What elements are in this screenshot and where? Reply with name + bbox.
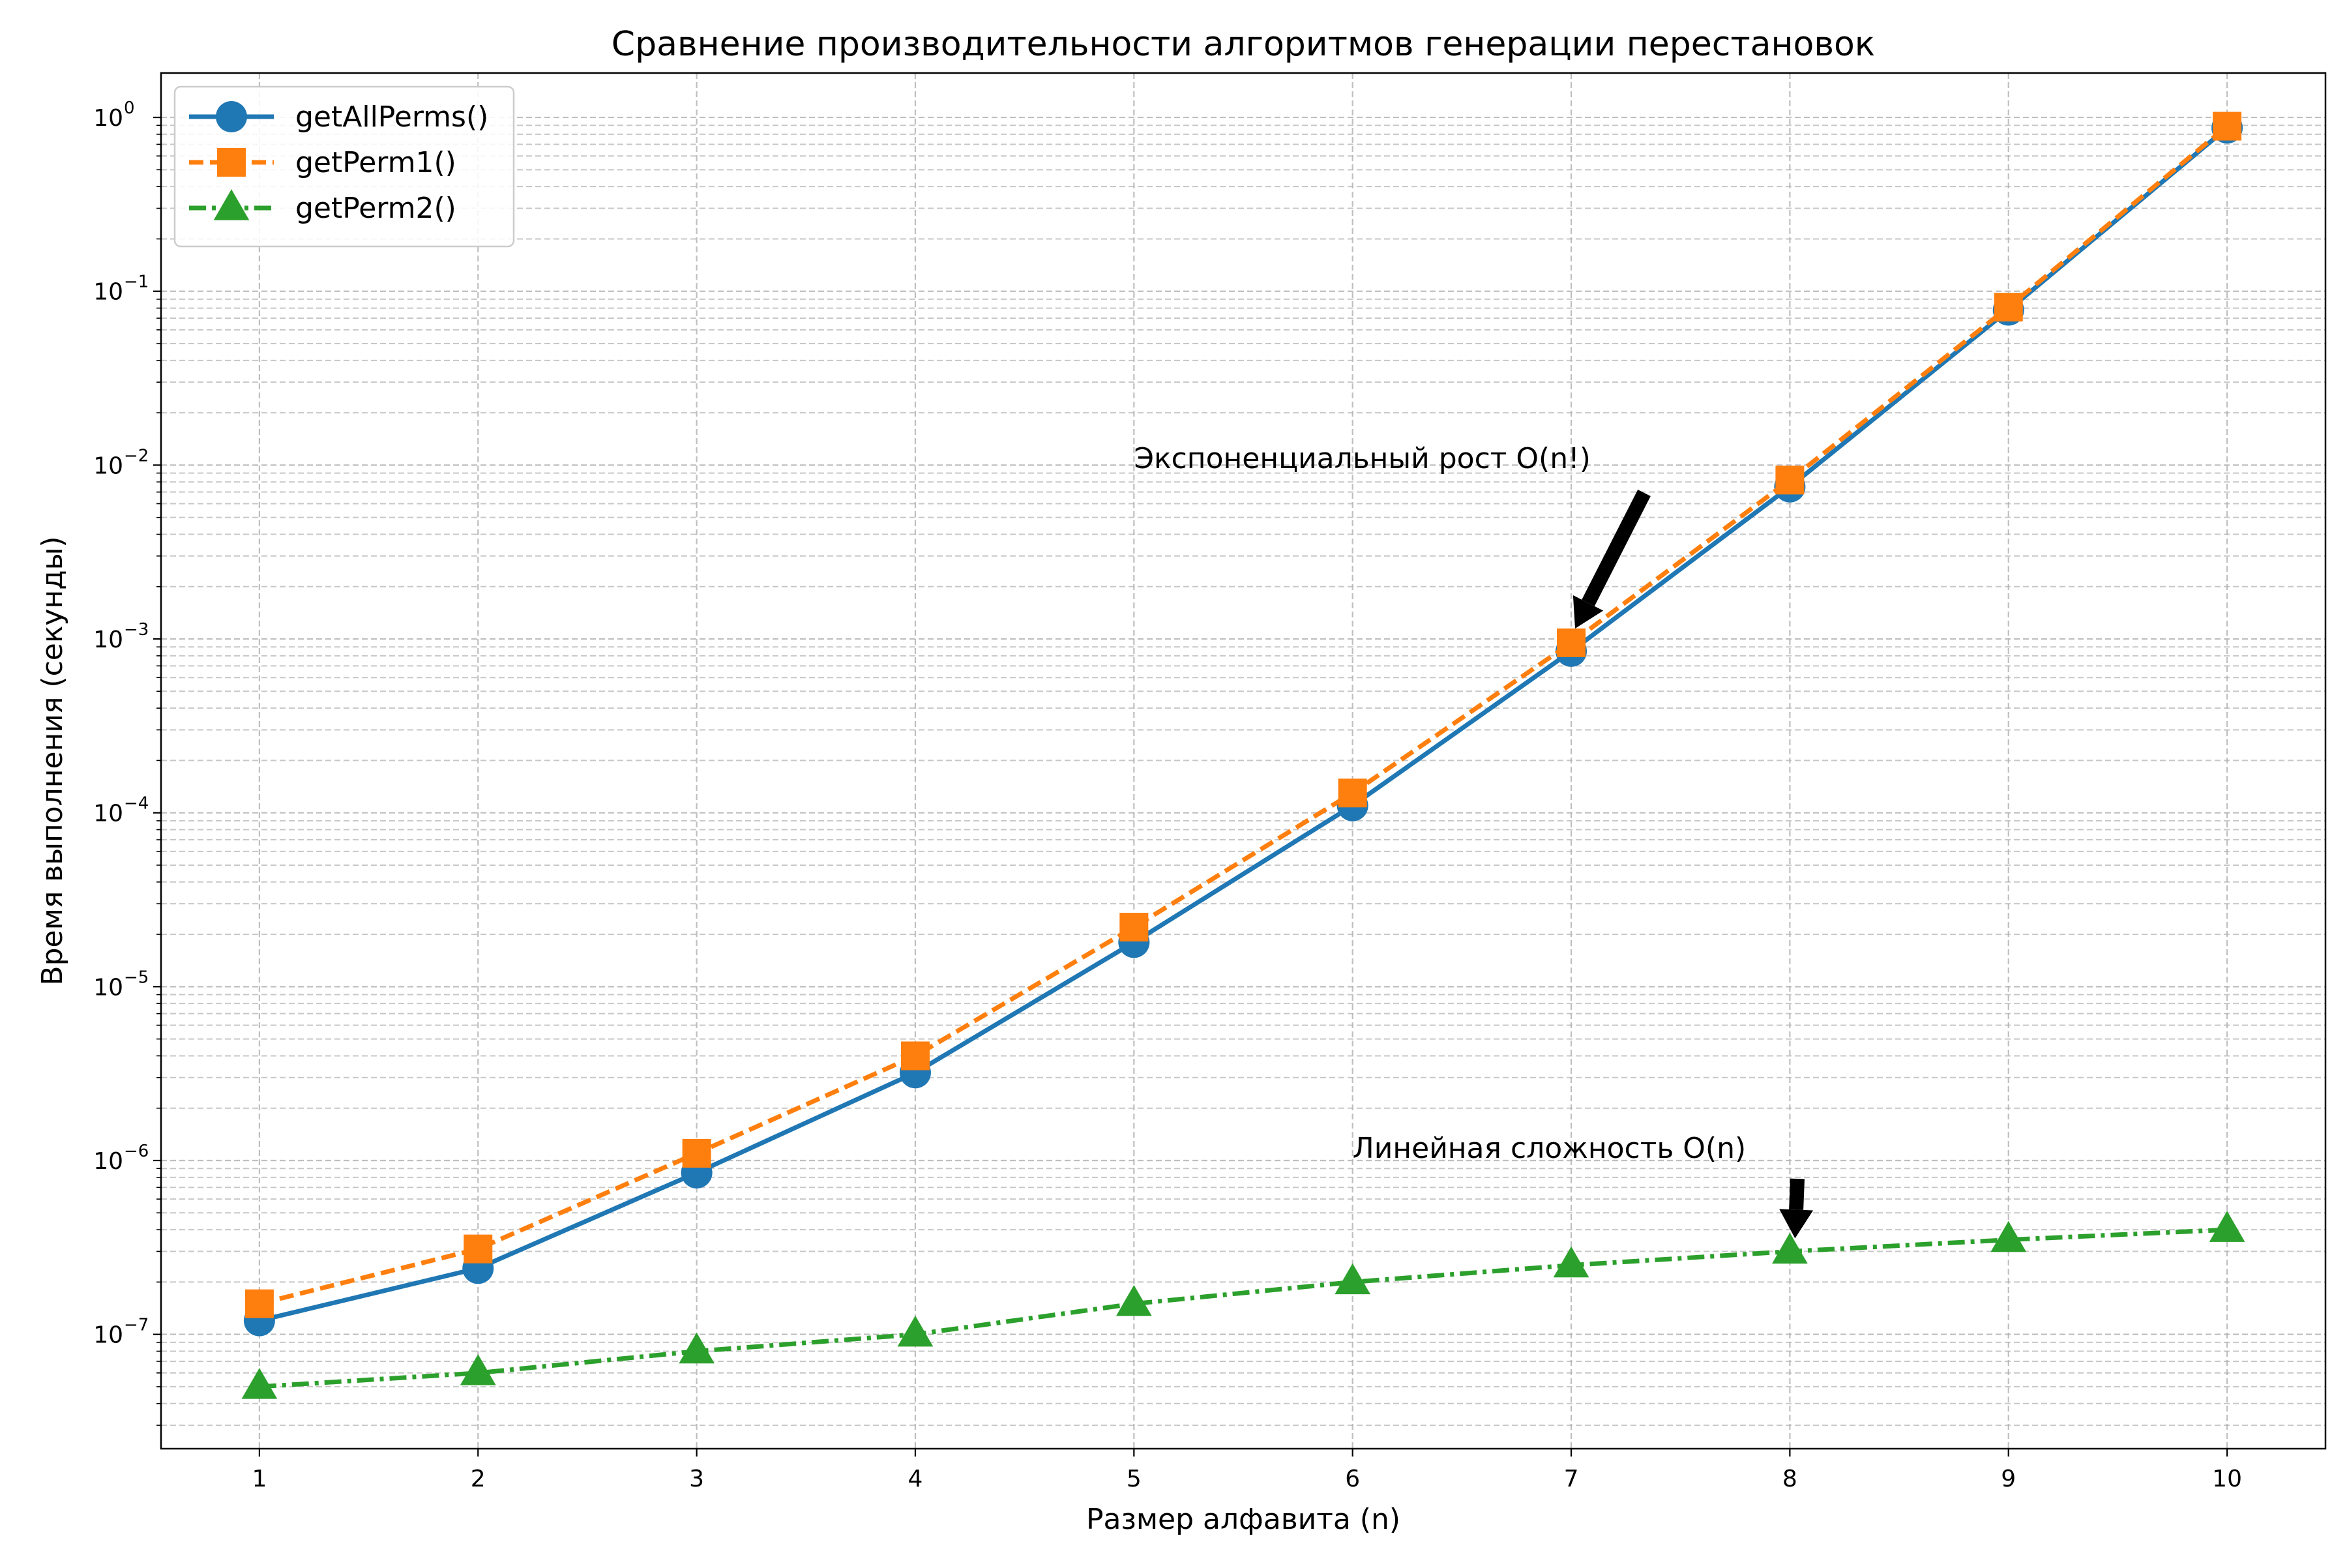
- annotation-exponential: Экспоненциальный рост O(n!): [1134, 442, 1591, 475]
- data-point-square: [1338, 778, 1367, 808]
- x-tick-label: 3: [689, 1466, 704, 1492]
- chart-title: Сравнение производительности алгоритмов …: [612, 25, 1875, 64]
- data-point-square: [464, 1234, 493, 1264]
- x-tick-label: 6: [1345, 1466, 1360, 1492]
- data-point-square: [2213, 111, 2242, 141]
- data-point-triangle: [213, 189, 250, 220]
- data-point-triangle: [1553, 1246, 1589, 1278]
- y-tick-exponent: −7: [124, 1316, 149, 1335]
- arrow-shaft: [1582, 490, 1651, 606]
- y-tick-base: 10: [93, 279, 123, 306]
- annotation-arrow-exponential: [1572, 490, 1651, 629]
- series-line: [259, 126, 2229, 1323]
- data-point-triangle: [897, 1315, 934, 1347]
- series-triangle: [241, 1211, 2245, 1399]
- legend-label: getAllPerms(): [295, 100, 488, 134]
- legend-item: getAllPerms(): [189, 100, 488, 134]
- data-point-square: [1119, 913, 1149, 942]
- y-tick-label: 10 0: [93, 98, 134, 132]
- y-tick-exponent: −3: [124, 620, 149, 640]
- y-tick-base: 10: [93, 1148, 123, 1175]
- data-point-triangle: [2209, 1211, 2245, 1242]
- y-tick-exponent: −2: [124, 446, 149, 466]
- legend-item: getPerm2(): [189, 189, 456, 225]
- data-point-square: [900, 1041, 930, 1071]
- data-point-triangle: [679, 1332, 715, 1364]
- y-tick-exponent: −5: [124, 968, 149, 987]
- x-tick-label: 4: [908, 1466, 923, 1492]
- x-tick-label: 1: [252, 1466, 267, 1492]
- y-tick-base: 10: [93, 801, 123, 827]
- series-line: [259, 124, 2229, 1307]
- data-point-triangle: [1990, 1220, 2027, 1252]
- x-tick-label: 9: [2001, 1466, 2016, 1492]
- data-point-triangle: [1335, 1263, 1371, 1295]
- y-tick-label: 10 −7: [93, 1316, 149, 1349]
- y-tick-label: 10 −5: [93, 968, 149, 1001]
- arrow-shaft: [1789, 1178, 1805, 1210]
- legend-label: getPerm2(): [295, 192, 456, 225]
- arrow-head: [1779, 1209, 1814, 1239]
- y-tick-exponent: −6: [124, 1142, 149, 1161]
- series-layer: [241, 111, 2245, 1399]
- data-point-square: [1994, 293, 2023, 322]
- y-tick-label: 10 −6: [93, 1142, 149, 1175]
- y-tick-label: 10 −3: [93, 620, 149, 653]
- y-tick-base: 10: [93, 105, 123, 132]
- legend-item: getPerm1(): [189, 146, 456, 179]
- y-tick-base: 10: [93, 452, 123, 479]
- y-tick-label: 10 −2: [93, 446, 149, 479]
- x-tick-label: 10: [2212, 1466, 2242, 1492]
- x-tick-label: 8: [1782, 1466, 1797, 1492]
- arrow-head: [1572, 595, 1604, 629]
- annotation-linear: Линейная сложность O(n): [1353, 1132, 1746, 1165]
- data-point-square: [217, 148, 246, 177]
- data-point-square: [244, 1289, 274, 1318]
- y-tick-base: 10: [93, 627, 123, 653]
- annotation-arrow-linear: [1779, 1178, 1814, 1239]
- data-point-triangle: [1772, 1232, 1808, 1264]
- y-tick-label: 10 −1: [93, 273, 149, 306]
- data-point-square: [1775, 466, 1805, 495]
- data-point-triangle: [460, 1354, 496, 1385]
- data-point-triangle: [241, 1368, 278, 1399]
- annotation-layer: Экспоненциальный рост O(n!) Линейная слож…: [1134, 442, 1814, 1239]
- data-point-square: [682, 1138, 711, 1168]
- legend-label: getPerm1(): [295, 146, 456, 179]
- y-tick-base: 10: [93, 1322, 123, 1349]
- y-tick-label: 10 −4: [93, 794, 149, 827]
- y-tick-exponent: 0: [124, 98, 135, 118]
- x-tick-label: 7: [1564, 1466, 1579, 1492]
- data-point-square: [1557, 628, 1586, 657]
- y-tick-exponent: −4: [124, 794, 149, 814]
- x-tick-label: 2: [471, 1466, 486, 1492]
- x-axis-label: Размер алфавита (n): [1086, 1503, 1400, 1536]
- y-tick-base: 10: [93, 974, 123, 1001]
- series-square: [244, 111, 2242, 1318]
- legend: getAllPerms() getPerm1() getPerm2(): [173, 85, 515, 248]
- data-point-circle: [216, 101, 247, 132]
- y-tick-exponent: −1: [124, 273, 149, 292]
- x-tick-label: 5: [1127, 1466, 1142, 1492]
- series-line: [259, 1227, 2228, 1389]
- y-axis-label: Время выполнения (секунды): [36, 536, 69, 985]
- data-point-triangle: [1115, 1284, 1152, 1316]
